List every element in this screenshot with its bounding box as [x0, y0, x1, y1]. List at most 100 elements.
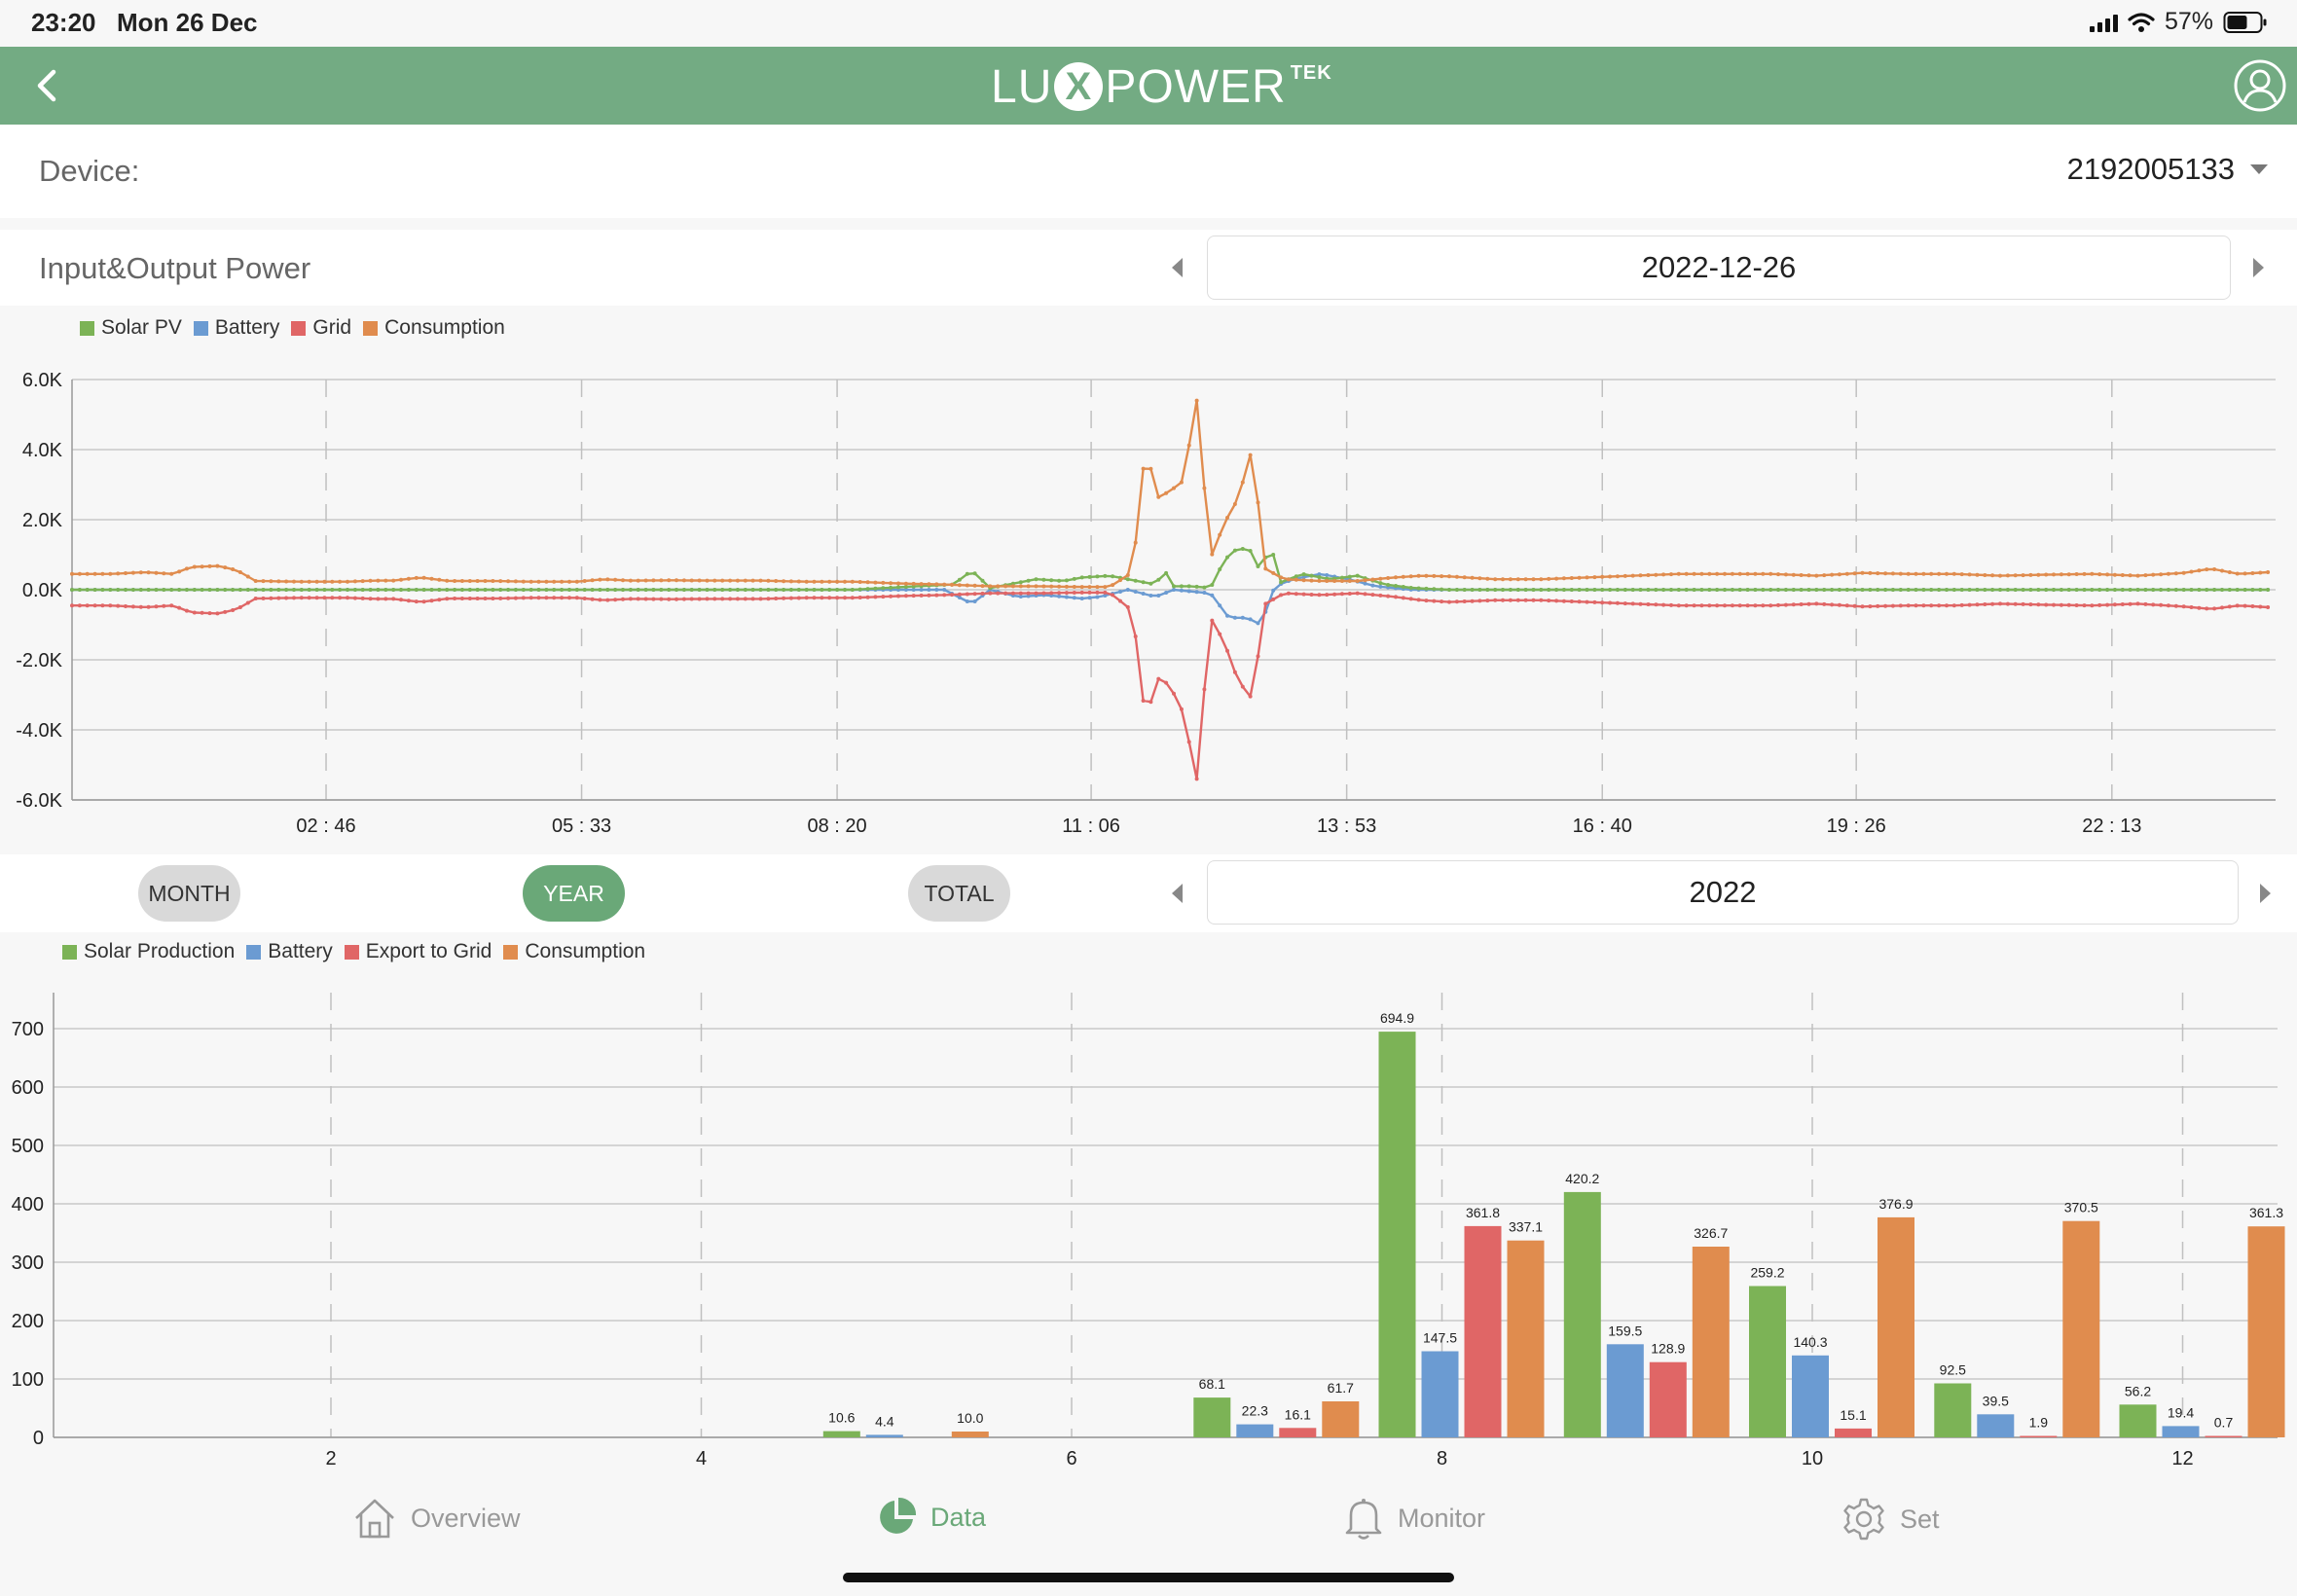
tab-data[interactable]: Data	[876, 1497, 986, 1538]
data-point	[2143, 588, 2148, 592]
next-year-icon[interactable]	[2260, 884, 2271, 903]
data-point	[2151, 572, 2156, 577]
data-point	[406, 576, 411, 581]
data-point	[383, 588, 388, 592]
data-point	[421, 588, 426, 592]
data-point	[85, 588, 90, 592]
data-point	[1561, 588, 1566, 592]
data-point	[1232, 548, 1237, 553]
back-icon[interactable]	[21, 60, 70, 111]
data-point	[352, 588, 357, 592]
data-point	[414, 588, 419, 592]
tab-overview[interactable]: Overview	[352, 1497, 521, 1540]
tab-monitor[interactable]: Monitor	[1343, 1497, 1485, 1540]
data-point	[590, 588, 595, 592]
data-point	[911, 588, 916, 592]
data-point	[130, 570, 135, 575]
data-point	[383, 578, 388, 583]
data-point	[1967, 602, 1972, 607]
data-point	[2135, 588, 2140, 592]
data-point	[169, 588, 174, 592]
bar	[1507, 1240, 1545, 1437]
data-point	[1585, 575, 1589, 580]
data-point	[513, 588, 518, 592]
data-point	[1883, 588, 1888, 592]
data-point	[820, 579, 824, 584]
data-point	[1363, 592, 1367, 597]
data-point	[1072, 576, 1076, 581]
data-point	[1141, 592, 1146, 596]
data-point	[796, 588, 801, 592]
tab-set[interactable]: Set	[1841, 1497, 1940, 1542]
previous-year-icon[interactable]	[1172, 884, 1183, 903]
bar	[1792, 1355, 1829, 1437]
data-point	[2021, 601, 2025, 606]
data-point	[2097, 572, 2102, 577]
data-point	[322, 588, 327, 592]
month-button[interactable]: MONTH	[138, 865, 240, 922]
bar-value-label: 1.9	[2029, 1415, 2049, 1431]
data-point	[1164, 680, 1169, 685]
data-point	[1737, 588, 1742, 592]
y-tick-label: -4.0K	[16, 720, 62, 742]
data-point	[85, 571, 90, 576]
data-point	[1822, 601, 1827, 606]
year-picker[interactable]: 2022	[1207, 860, 2239, 925]
data-point	[1508, 588, 1513, 592]
data-point	[1325, 573, 1330, 577]
logo-text-main: POWER	[1105, 60, 1287, 113]
previous-day-icon[interactable]	[1172, 258, 1183, 277]
data-point	[1638, 601, 1643, 606]
data-point	[1669, 572, 1673, 577]
bar	[1193, 1397, 1231, 1437]
bar-value-label: 10.0	[957, 1410, 983, 1426]
data-point	[1822, 588, 1827, 592]
data-point	[2235, 603, 2240, 608]
data-point	[292, 596, 296, 600]
data-point	[643, 578, 648, 583]
data-point	[2250, 588, 2255, 592]
legend-label: Solar Production	[84, 940, 236, 962]
device-dropdown[interactable]: 2192005133	[2067, 152, 2268, 187]
data-point	[292, 579, 296, 584]
data-point	[1699, 603, 1704, 608]
data-point	[1876, 571, 1880, 576]
data-point	[1049, 584, 1054, 589]
next-day-icon[interactable]	[2253, 258, 2264, 277]
data-point	[1440, 599, 1444, 604]
data-point	[1692, 588, 1696, 592]
year-button[interactable]: YEAR	[523, 865, 625, 922]
data-point	[1830, 572, 1835, 577]
data-point	[1018, 584, 1023, 589]
data-point	[1148, 594, 1153, 598]
data-point	[368, 588, 373, 592]
data-point	[1730, 603, 1734, 608]
tab-label: Overview	[411, 1503, 521, 1533]
y-tick-label: 700	[12, 1019, 44, 1040]
data-point	[116, 571, 121, 576]
data-point	[636, 578, 640, 583]
data-point	[1378, 581, 1383, 586]
data-point	[1768, 588, 1773, 592]
battery-icon	[2223, 11, 2267, 33]
data-point	[1141, 580, 1146, 585]
bell-icon	[1345, 1499, 1382, 1540]
data-point	[636, 588, 640, 592]
io-date-picker[interactable]: 2022-12-26	[1207, 236, 2231, 300]
bar-value-label: 16.1	[1285, 1406, 1311, 1422]
total-button[interactable]: TOTAL	[908, 865, 1010, 922]
data-point	[1125, 588, 1130, 592]
data-point	[1791, 588, 1796, 592]
data-point	[1240, 547, 1245, 551]
data-point	[338, 596, 343, 600]
legend-swatch	[193, 320, 208, 336]
user-account-icon[interactable]	[2233, 58, 2287, 113]
data-point	[1761, 603, 1766, 608]
data-point	[2090, 603, 2095, 608]
data-point	[483, 579, 488, 583]
data-point	[1401, 574, 1405, 579]
data-point	[1186, 584, 1191, 589]
data-point	[1363, 578, 1367, 583]
bar	[2247, 1226, 2285, 1437]
x-tick-label: 05 : 33	[552, 816, 611, 837]
